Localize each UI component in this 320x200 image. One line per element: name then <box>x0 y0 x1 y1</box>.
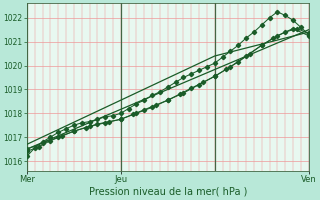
X-axis label: Pression niveau de la mer( hPa ): Pression niveau de la mer( hPa ) <box>89 187 247 197</box>
